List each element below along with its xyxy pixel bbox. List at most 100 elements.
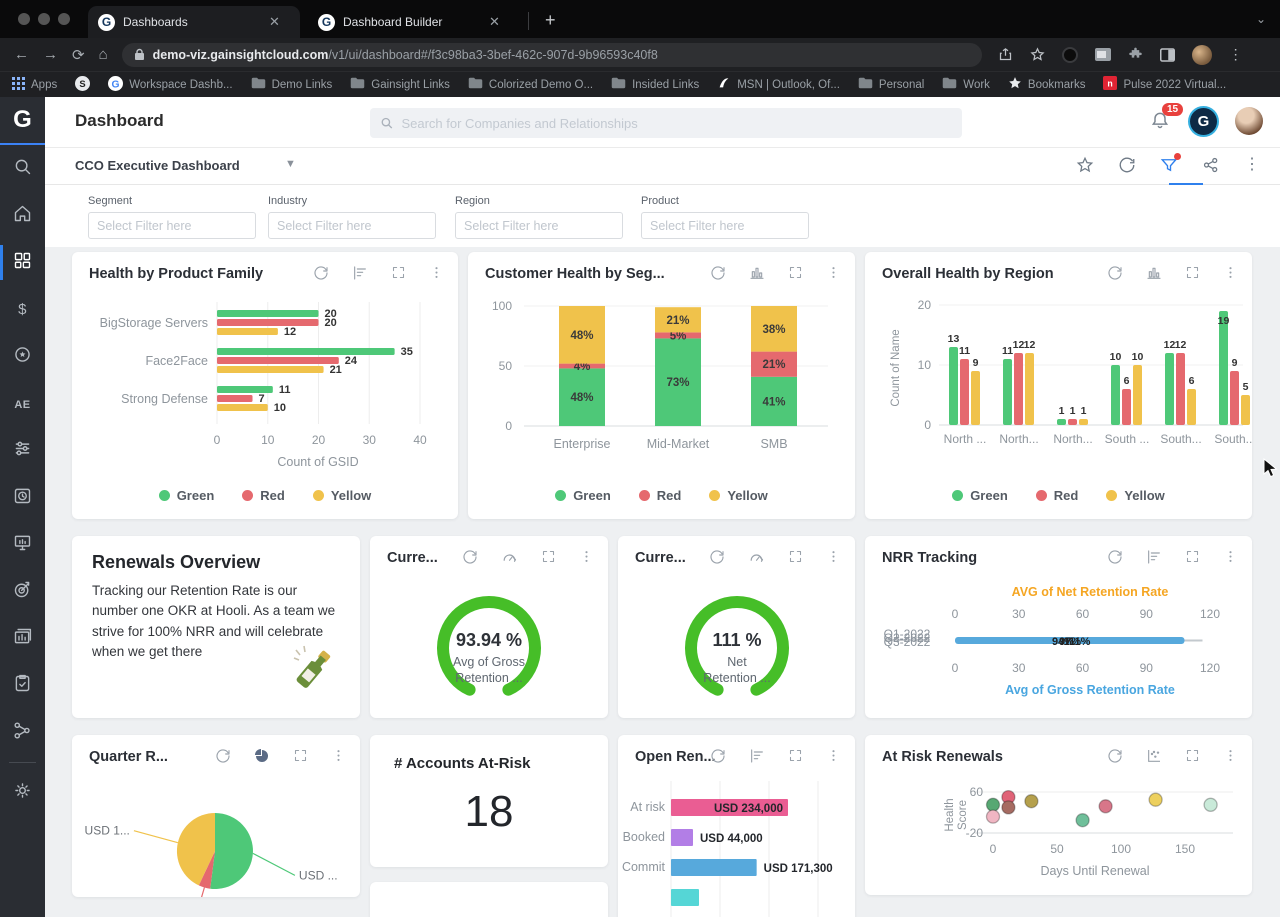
kebab-icon[interactable] [1223, 748, 1238, 769]
notification-bell-icon[interactable] [1150, 109, 1170, 136]
tab-dashboards[interactable]: G Dashboards ✕ [88, 6, 300, 38]
legend-item-green[interactable]: Green [158, 488, 214, 503]
sidebar-item-settings-gear[interactable] [0, 769, 45, 816]
gainsight-logo[interactable]: G [0, 97, 45, 145]
legend-item-yellow[interactable]: Yellow [1106, 488, 1165, 503]
bookmark-item[interactable]: G Workspace Dashb... [108, 75, 233, 94]
sidebar-item-home[interactable] [0, 192, 45, 239]
sidebar-item-ae-label[interactable]: AE [0, 380, 45, 427]
new-tab-button[interactable]: + [545, 10, 556, 30]
share-icon[interactable] [1202, 156, 1220, 174]
bookmark-item[interactable]: S [75, 75, 91, 94]
expand-icon[interactable] [788, 265, 803, 286]
refresh-icon[interactable] [215, 748, 231, 769]
filter-funnel-icon[interactable] [1160, 153, 1181, 179]
tab-dashboard-builder[interactable]: G Dashboard Builder ✕ [308, 6, 520, 38]
kebab-icon[interactable] [331, 748, 346, 769]
bookmark-star-icon[interactable] [1030, 47, 1045, 62]
kebab-icon[interactable] [826, 549, 841, 570]
dashboard-selector[interactable]: CCO Executive Dashboard [75, 158, 240, 173]
chart-type-barsh-icon[interactable] [749, 748, 765, 769]
refresh-icon[interactable] [313, 265, 329, 286]
forward-icon[interactable]: → [43, 46, 58, 63]
chart-type-columns-icon[interactable] [1146, 265, 1162, 286]
expand-icon[interactable] [788, 549, 803, 570]
close-tab-icon[interactable]: ✕ [269, 14, 280, 29]
sidebar-item-target[interactable] [0, 568, 45, 615]
sidebar-item-revenue-dollar[interactable]: $ [0, 286, 45, 333]
address-bar[interactable]: demo-viz.gainsightcloud.com/v1/ui/dashbo… [121, 42, 982, 67]
kebab-icon[interactable] [579, 549, 594, 570]
chart-type-barsh-icon[interactable] [1146, 549, 1162, 570]
legend-item-red[interactable]: Red [1035, 488, 1078, 503]
sidebar-item-clipboard-check[interactable] [0, 662, 45, 709]
expand-icon[interactable] [541, 549, 556, 570]
sidebar-item-journey-sliders[interactable] [0, 427, 45, 474]
refresh-icon[interactable] [1107, 549, 1123, 570]
search-input[interactable] [401, 115, 952, 131]
bookmark-item[interactable]: Personal [858, 77, 924, 92]
screenshot-extension-icon[interactable] [1094, 48, 1111, 61]
bookmark-item[interactable]: n Pulse 2022 Virtual... [1103, 76, 1226, 93]
chart-type-columns-icon[interactable] [749, 265, 765, 286]
side-panel-icon[interactable] [1159, 47, 1175, 62]
bookmark-item[interactable]: Demo Links [251, 77, 332, 92]
legend-item-red[interactable]: Red [638, 488, 681, 503]
sidebar-item-dashboards-grid[interactable] [0, 239, 45, 286]
filter-input-industry[interactable] [268, 212, 436, 239]
tab-search-chevron-icon[interactable]: ⌄ [1255, 12, 1266, 26]
refresh-icon[interactable] [1118, 156, 1136, 174]
sidebar-item-timeline-clock[interactable] [0, 474, 45, 521]
kebab-icon[interactable] [1223, 549, 1238, 570]
legend-item-green[interactable]: Green [952, 488, 1008, 503]
legend-item-red[interactable]: Red [242, 488, 285, 503]
filter-input-segment[interactable] [88, 212, 256, 239]
chevron-down-icon[interactable]: ▼ [285, 158, 296, 170]
sidebar-item-hierarchy-share[interactable] [0, 709, 45, 756]
extensions-puzzle-icon[interactable] [1128, 47, 1143, 62]
global-search[interactable] [370, 108, 962, 138]
bookmark-item[interactable]: Gainsight Links [350, 77, 450, 92]
expand-icon[interactable] [391, 265, 406, 286]
bookmark-item[interactable]: Bookmarks [1008, 76, 1085, 93]
legend-item-yellow[interactable]: Yellow [312, 488, 371, 503]
bookmark-item[interactable]: MSN | Outlook, Of... [717, 76, 840, 93]
refresh-icon[interactable] [1107, 265, 1123, 286]
share-page-icon[interactable] [998, 47, 1013, 62]
browser-profile-avatar[interactable] [1191, 44, 1212, 65]
browser-menu-kebab-icon[interactable]: ⋮ [1228, 46, 1243, 62]
refresh-icon[interactable] [709, 549, 725, 570]
sidebar-item-report-chart[interactable] [0, 615, 45, 662]
refresh-icon[interactable] [710, 748, 726, 769]
window-zoom-button[interactable] [58, 13, 70, 25]
kebab-icon[interactable] [826, 265, 841, 286]
extension-icon[interactable] [1061, 46, 1078, 63]
reload-icon[interactable]: ⟳ [72, 46, 85, 64]
chart-type-gauge-icon[interactable] [501, 549, 518, 570]
chart-type-gauge-icon[interactable] [748, 549, 765, 570]
bookmark-item[interactable]: Insided Links [611, 77, 699, 92]
legend-item-yellow[interactable]: Yellow [709, 488, 768, 503]
chart-type-pieic-icon[interactable] [254, 748, 270, 769]
chart-type-scatteric-icon[interactable] [1146, 748, 1162, 769]
gainsight-app-logo[interactable]: G [1190, 108, 1217, 135]
expand-icon[interactable] [788, 748, 803, 769]
more-options-kebab-icon[interactable]: ⋮ [1244, 156, 1260, 173]
refresh-icon[interactable] [1107, 748, 1123, 769]
sidebar-item-search[interactable] [0, 145, 45, 192]
window-close-button[interactable] [18, 13, 30, 25]
refresh-icon[interactable] [462, 549, 478, 570]
window-minimize-button[interactable] [38, 13, 50, 25]
expand-icon[interactable] [293, 748, 308, 769]
expand-icon[interactable] [1185, 549, 1200, 570]
user-avatar[interactable] [1235, 107, 1263, 135]
bookmark-item[interactable]: Work [942, 77, 990, 92]
filter-input-product[interactable] [641, 212, 809, 239]
filter-input-region[interactable] [455, 212, 623, 239]
close-tab-icon[interactable]: ✕ [489, 14, 500, 29]
sidebar-item-presentation[interactable] [0, 521, 45, 568]
kebab-icon[interactable] [826, 748, 841, 769]
bookmark-item[interactable]: Colorized Demo O... [468, 77, 593, 92]
refresh-icon[interactable] [710, 265, 726, 286]
legend-item-green[interactable]: Green [555, 488, 611, 503]
